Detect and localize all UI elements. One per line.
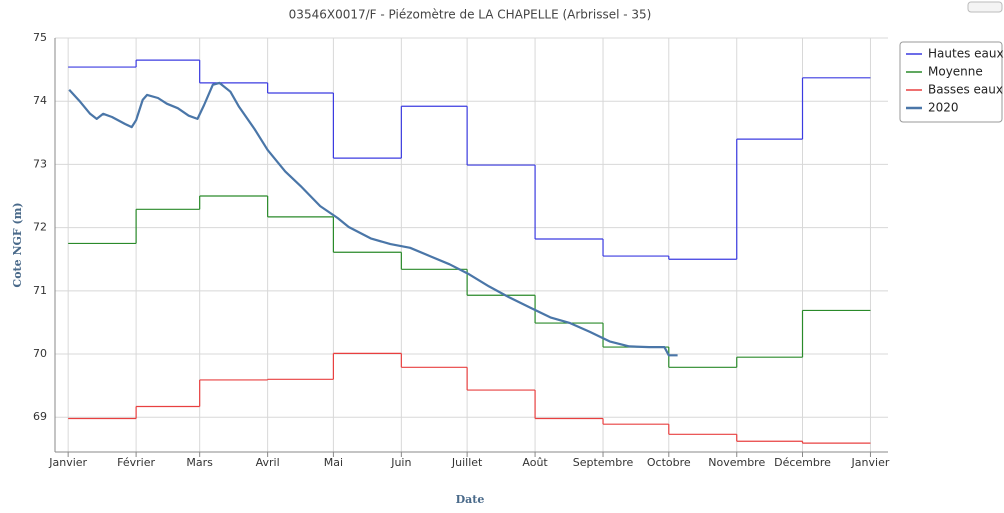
x-tick-label: Janvier [48,456,87,469]
y-axis-title: Cote NGF (m) [11,202,24,287]
menu-button[interactable] [967,1,1003,13]
y-tick-label: 72 [33,221,47,234]
x-tick-label: Octobre [647,456,691,469]
data-line [68,81,678,357]
x-tick-label: Mars [186,456,213,469]
x-tick-label: Avril [256,456,280,469]
x-tick-label: Juillet [451,456,483,469]
x-tick-label: Septembre [573,456,634,469]
y-tick-label: 71 [33,284,47,297]
x-axis-title: Date [456,493,485,506]
x-tick-label: Août [522,456,548,469]
legend-label: Hautes eaux [928,47,1004,61]
x-tick-label: Décembre [774,456,831,469]
x-tick-label: Novembre [708,456,765,469]
y-tick-label: 74 [33,94,47,107]
plot-area [55,38,888,452]
y-tick-label: 69 [33,410,47,423]
legend-label: 2020 [928,101,959,115]
x-tick-label: Juin [390,456,411,469]
legend-label: Basses eaux [928,83,1003,97]
chart-title: 03546X0017/F - Piézomètre de LA CHAPELLE… [289,8,652,22]
y-tick-label: 73 [33,157,47,170]
x-tick-label: Janvier [851,456,890,469]
legend-label: Moyenne [928,65,983,79]
y-tick-label: 70 [33,347,47,360]
legend-box [899,41,1003,123]
y-tick-label: 75 [33,31,47,44]
x-tick-label: Mai [324,456,343,469]
x-tick-label: Février [117,456,155,469]
